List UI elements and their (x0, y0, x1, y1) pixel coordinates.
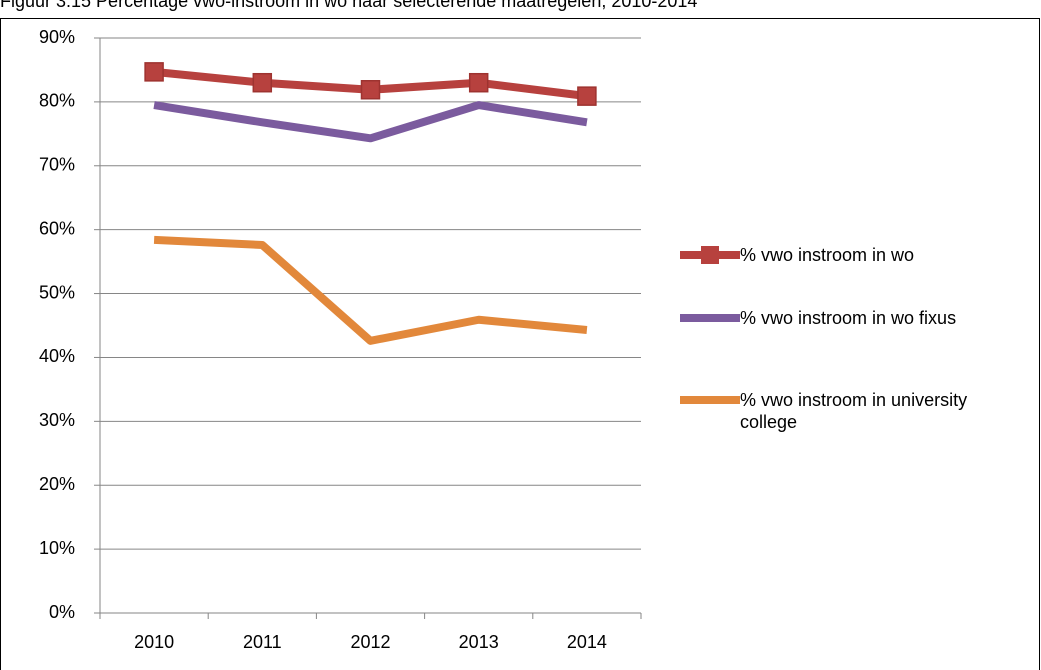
x-tick-label: 2010 (134, 632, 174, 652)
chart-border (0, 18, 1040, 670)
legend-entry: % vwo instroom in wo (680, 244, 980, 266)
chart-title: Figuur 3.15 Percentage vwo-instroom in w… (0, 0, 697, 11)
y-tick-label: 70% (39, 155, 75, 175)
legend-key (680, 246, 740, 264)
y-tick-label: 20% (39, 474, 75, 494)
legend-label: % vwo instroom in wo (740, 245, 915, 265)
y-tick-label: 90% (39, 27, 75, 47)
legend-label: % vwo instroom in university college (740, 390, 968, 432)
y-tick-label: 10% (39, 538, 75, 558)
y-tick-label: 30% (39, 410, 75, 430)
marker (252, 72, 273, 93)
y-tick-label: 50% (39, 282, 75, 302)
legend-key (680, 396, 740, 404)
marker (577, 86, 597, 106)
x-tick-label: 2013 (459, 632, 499, 652)
x-tick-label: 2014 (567, 632, 607, 652)
x-tick-label: 2011 (243, 632, 282, 652)
marker (144, 62, 164, 82)
series-line (153, 101, 588, 143)
legend-key (680, 314, 740, 322)
legend-label: % vwo instroom in wo fixus (740, 308, 957, 328)
legend-entry: % vwo instroom in wo fixus (680, 307, 980, 329)
y-tick-label: 60% (39, 218, 75, 238)
y-tick-label: 80% (39, 91, 75, 111)
legend-entry: % vwo instroom in university college (680, 389, 980, 433)
series-line (153, 235, 588, 345)
y-tick-label: 0% (49, 602, 75, 622)
marker (360, 80, 381, 100)
y-tick-label: 40% (39, 346, 75, 366)
x-tick-label: 2012 (350, 632, 390, 652)
marker (468, 72, 489, 93)
